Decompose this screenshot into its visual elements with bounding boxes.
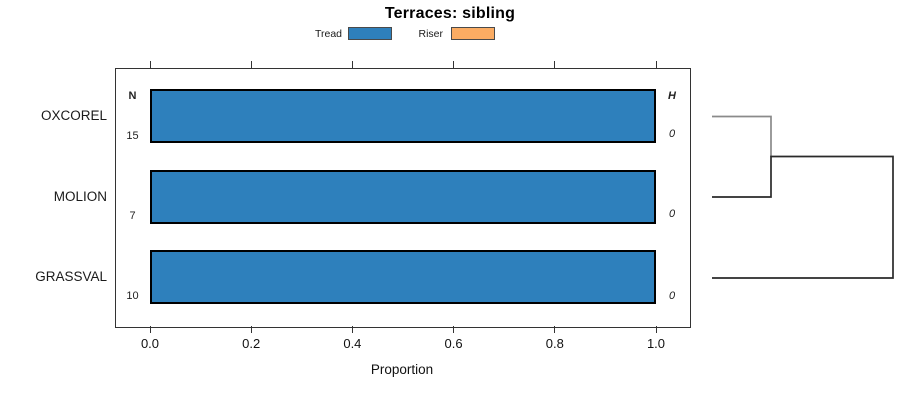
bar-segment-tread [150,250,656,304]
x-tick-label: 0.6 [444,336,463,351]
category-label-grassval: GRASSVAL [35,269,107,284]
tick-mark [149,326,151,333]
x-tick-label: 0.2 [242,336,261,351]
chart-title: Terraces: sibling [384,5,516,22]
tick-mark [655,326,657,333]
tick-mark [453,61,455,68]
dendrogram-branch-oxcorel [712,115,772,157]
legend-label-tread: Tread [314,28,342,40]
x-tick-label: 0.4 [343,336,362,351]
tick-mark [554,326,556,333]
tick-mark [149,61,151,68]
x-tick-label: 1.0 [646,336,666,351]
tick-mark [351,326,353,333]
tick-mark [250,326,252,333]
bar-row-oxcorel [150,89,656,143]
n-value-oxcorel: 15 [126,130,139,142]
tick-mark [554,61,556,68]
bar-segment-tread [150,170,656,224]
tick-mark [655,61,657,68]
tick-mark [351,61,353,68]
tick-mark [250,61,252,68]
category-label-molion: MOLION [53,189,107,204]
n-value-molion: 7 [129,210,136,222]
tick-mark [453,326,455,333]
x-axis-title: Proportion [370,362,434,377]
h-value-molion: 0 [668,208,676,220]
x-tick-label: 0.0 [140,336,160,351]
legend-swatch-riser [451,27,495,40]
dendrogram-branch-outer [712,155,894,279]
x-tick-label: 0.8 [545,336,564,351]
legend-label-riser: Riser [418,28,443,40]
category-label-oxcorel: OXCOREL [40,108,107,123]
n-value-grassval: 10 [126,290,139,302]
n-column-header: N [128,90,137,102]
bar-row-molion [150,170,656,224]
bar-row-grassval [150,250,656,304]
legend-swatch-tread [348,27,392,40]
bar-segment-tread [150,89,656,143]
h-value-oxcorel: 0 [668,128,676,140]
h-value-grassval: 0 [668,290,676,302]
h-column-header: H [668,90,676,102]
